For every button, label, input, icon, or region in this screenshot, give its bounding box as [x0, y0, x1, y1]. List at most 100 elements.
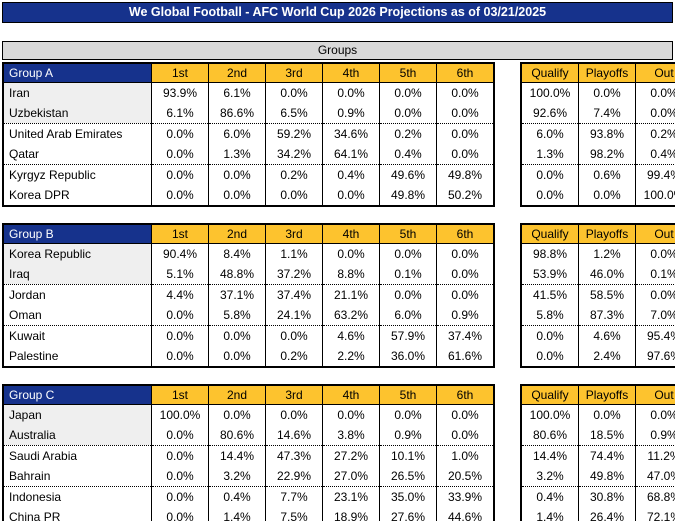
summary-probability-cell[interactable]: 4.6% [578, 325, 636, 346]
summary-probability-cell[interactable]: 100.0% [635, 185, 675, 206]
summary-header-cell[interactable]: Playoffs [578, 63, 636, 83]
position-probability-cell[interactable]: 0.1% [379, 264, 437, 285]
summary-probability-cell[interactable]: 0.4% [635, 144, 675, 165]
position-probability-cell[interactable]: 10.1% [379, 445, 437, 466]
summary-probability-cell[interactable]: 0.0% [578, 185, 636, 206]
position-probability-cell[interactable]: 14.6% [265, 425, 323, 446]
summary-header-cell[interactable]: Out [635, 385, 675, 405]
summary-probability-cell[interactable]: 0.0% [520, 185, 579, 206]
summary-probability-cell[interactable]: 99.4% [635, 164, 675, 185]
team-name-cell[interactable]: Oman [2, 305, 152, 326]
position-probability-cell[interactable]: 14.4% [208, 445, 266, 466]
group-label-cell[interactable]: Group C [2, 385, 152, 405]
position-probability-cell[interactable]: 57.9% [379, 325, 437, 346]
position-probability-cell[interactable]: 37.4% [265, 284, 323, 305]
position-header-cell[interactable]: 2nd [208, 224, 266, 244]
summary-probability-cell[interactable]: 0.0% [578, 404, 636, 425]
team-name-cell[interactable]: Korea Republic [2, 243, 152, 264]
position-probability-cell[interactable]: 0.4% [208, 486, 266, 507]
position-probability-cell[interactable]: 6.1% [151, 103, 209, 124]
summary-probability-cell[interactable]: 87.3% [578, 305, 636, 326]
position-probability-cell[interactable]: 2.2% [322, 346, 380, 367]
summary-probability-cell[interactable]: 72.1% [635, 507, 675, 521]
summary-probability-cell[interactable]: 0.2% [635, 123, 675, 144]
position-probability-cell[interactable]: 0.0% [265, 325, 323, 346]
position-probability-cell[interactable]: 49.8% [436, 164, 495, 185]
team-name-cell[interactable]: Palestine [2, 346, 152, 367]
summary-probability-cell[interactable]: 47.0% [635, 466, 675, 487]
position-header-cell[interactable]: 2nd [208, 385, 266, 405]
summary-probability-cell[interactable]: 0.4% [520, 486, 579, 507]
summary-probability-cell[interactable]: 80.6% [520, 425, 579, 446]
team-name-cell[interactable]: Iran [2, 82, 152, 103]
team-name-cell[interactable]: Jordan [2, 284, 152, 305]
position-probability-cell[interactable]: 33.9% [436, 486, 495, 507]
team-name-cell[interactable]: Australia [2, 425, 152, 446]
summary-probability-cell[interactable]: 98.2% [578, 144, 636, 165]
summary-probability-cell[interactable]: 100.0% [520, 82, 579, 103]
position-probability-cell[interactable]: 0.0% [265, 82, 323, 103]
position-probability-cell[interactable]: 34.2% [265, 144, 323, 165]
position-probability-cell[interactable]: 6.1% [208, 82, 266, 103]
position-probability-cell[interactable]: 0.0% [208, 185, 266, 206]
position-probability-cell[interactable]: 63.2% [322, 305, 380, 326]
group-label-cell[interactable]: Group A [2, 63, 152, 83]
position-probability-cell[interactable]: 0.0% [379, 103, 437, 124]
summary-probability-cell[interactable]: 0.0% [520, 164, 579, 185]
position-probability-cell[interactable]: 0.0% [265, 404, 323, 425]
position-probability-cell[interactable]: 26.5% [379, 466, 437, 487]
position-probability-cell[interactable]: 27.6% [379, 507, 437, 521]
position-probability-cell[interactable]: 49.6% [379, 164, 437, 185]
position-probability-cell[interactable]: 80.6% [208, 425, 266, 446]
position-probability-cell[interactable]: 0.0% [436, 404, 495, 425]
position-header-cell[interactable]: 6th [436, 385, 495, 405]
summary-probability-cell[interactable]: 53.9% [520, 264, 579, 285]
position-probability-cell[interactable]: 0.0% [379, 284, 437, 305]
summary-header-cell[interactable]: Out [635, 224, 675, 244]
summary-probability-cell[interactable]: 30.8% [578, 486, 636, 507]
summary-probability-cell[interactable]: 0.0% [635, 82, 675, 103]
position-probability-cell[interactable]: 0.2% [265, 346, 323, 367]
position-probability-cell[interactable]: 0.0% [151, 164, 209, 185]
position-probability-cell[interactable]: 0.0% [379, 243, 437, 264]
summary-probability-cell[interactable]: 46.0% [578, 264, 636, 285]
position-probability-cell[interactable]: 0.0% [379, 404, 437, 425]
position-probability-cell[interactable]: 0.0% [208, 404, 266, 425]
position-probability-cell[interactable]: 5.1% [151, 264, 209, 285]
summary-header-cell[interactable]: Qualify [520, 385, 579, 405]
team-name-cell[interactable]: Bahrain [2, 466, 152, 487]
summary-probability-cell[interactable]: 0.6% [578, 164, 636, 185]
position-probability-cell[interactable]: 24.1% [265, 305, 323, 326]
position-probability-cell[interactable]: 27.2% [322, 445, 380, 466]
summary-probability-cell[interactable]: 2.4% [578, 346, 636, 367]
position-probability-cell[interactable]: 0.0% [436, 144, 495, 165]
summary-probability-cell[interactable]: 0.0% [520, 346, 579, 367]
summary-probability-cell[interactable]: 41.5% [520, 284, 579, 305]
position-probability-cell[interactable]: 37.4% [436, 325, 495, 346]
position-probability-cell[interactable]: 86.6% [208, 103, 266, 124]
position-probability-cell[interactable]: 4.6% [322, 325, 380, 346]
position-probability-cell[interactable]: 0.0% [151, 305, 209, 326]
position-probability-cell[interactable]: 44.6% [436, 507, 495, 521]
summary-probability-cell[interactable]: 6.0% [520, 123, 579, 144]
position-header-cell[interactable]: 3rd [265, 63, 323, 83]
position-probability-cell[interactable]: 0.0% [151, 325, 209, 346]
position-probability-cell[interactable]: 0.0% [151, 507, 209, 521]
summary-probability-cell[interactable]: 0.0% [520, 325, 579, 346]
position-header-cell[interactable]: 1st [151, 385, 209, 405]
position-probability-cell[interactable]: 1.1% [265, 243, 323, 264]
team-name-cell[interactable]: Iraq [2, 264, 152, 285]
position-probability-cell[interactable]: 22.9% [265, 466, 323, 487]
position-probability-cell[interactable]: 34.6% [322, 123, 380, 144]
position-probability-cell[interactable]: 0.0% [151, 185, 209, 206]
summary-probability-cell[interactable]: 68.8% [635, 486, 675, 507]
team-name-cell[interactable]: Saudi Arabia [2, 445, 152, 466]
position-probability-cell[interactable]: 37.1% [208, 284, 266, 305]
summary-probability-cell[interactable]: 97.6% [635, 346, 675, 367]
team-name-cell[interactable]: Kuwait [2, 325, 152, 346]
position-probability-cell[interactable]: 0.0% [208, 164, 266, 185]
position-probability-cell[interactable]: 6.0% [208, 123, 266, 144]
position-probability-cell[interactable]: 4.4% [151, 284, 209, 305]
summary-probability-cell[interactable]: 14.4% [520, 445, 579, 466]
position-probability-cell[interactable]: 0.0% [265, 185, 323, 206]
